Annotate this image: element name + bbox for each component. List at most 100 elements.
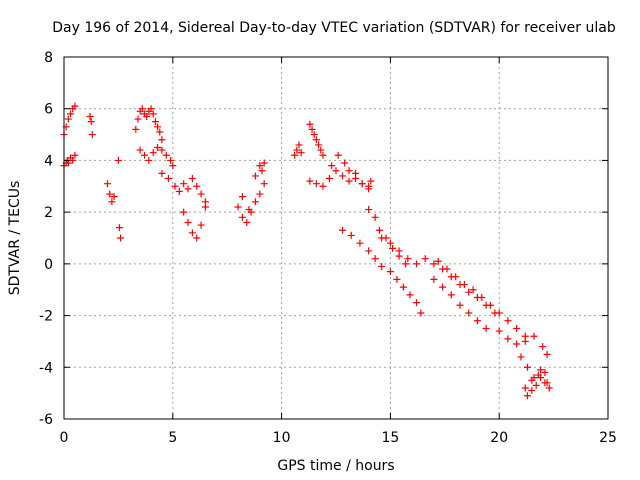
data-point (417, 309, 425, 317)
y-tick-label: -2 (39, 309, 53, 325)
data-point (251, 198, 259, 206)
x-tick-label: 25 (599, 430, 617, 446)
data-point (386, 239, 394, 247)
data-point (478, 293, 486, 301)
data-point (371, 255, 379, 263)
data-point (386, 268, 394, 276)
data-point (378, 234, 386, 242)
data-point (136, 146, 144, 154)
data-point (528, 376, 536, 384)
data-point (395, 247, 403, 255)
data-point (104, 180, 112, 188)
data-point (404, 255, 412, 263)
data-point (134, 115, 142, 123)
data-point (201, 203, 209, 211)
data-point (434, 257, 442, 265)
data-point (69, 156, 77, 164)
data-point (541, 368, 549, 376)
data-point (149, 149, 157, 157)
data-point (523, 392, 531, 400)
ticks-layer: 0 5 10 15 20 25 -6 -4 -2 0 2 4 6 8 (39, 50, 617, 446)
data-point (543, 350, 551, 358)
data-point (421, 255, 429, 263)
data-point (67, 110, 75, 118)
data-point (258, 167, 266, 175)
data-point (443, 265, 451, 273)
data-point (413, 260, 421, 268)
x-tick-label: 5 (168, 430, 177, 446)
data-point (504, 335, 512, 343)
data-point (256, 190, 264, 198)
data-point (64, 115, 72, 123)
data-point (110, 193, 118, 201)
data-point (319, 182, 327, 190)
data-point (439, 283, 447, 291)
data-point (306, 120, 314, 128)
data-point (260, 159, 268, 167)
data-point (117, 234, 125, 242)
data-point (504, 317, 512, 325)
y-tick-label: -6 (39, 412, 53, 428)
data-point (238, 213, 246, 221)
data-point (188, 229, 196, 237)
grid-layer (64, 57, 608, 419)
data-point (169, 162, 177, 170)
data-point (371, 213, 379, 221)
data-point (513, 325, 521, 332)
data-point (517, 353, 525, 361)
x-tick-label: 0 (60, 430, 69, 446)
data-point (365, 185, 373, 193)
data-point (297, 149, 305, 157)
data-point (541, 379, 549, 387)
data-point (158, 136, 166, 144)
data-point (356, 239, 364, 247)
data-point (71, 102, 79, 110)
data-point (114, 156, 122, 164)
data-point (473, 317, 481, 325)
data-point (413, 299, 421, 307)
data-point (402, 260, 410, 268)
data-point (143, 112, 151, 120)
data-point (495, 327, 503, 335)
data-point (108, 198, 116, 206)
data-point (306, 177, 314, 185)
data-point (154, 144, 162, 151)
data-point (345, 177, 353, 185)
data-point (325, 175, 333, 183)
data-point (180, 208, 188, 216)
data-point (389, 244, 397, 252)
data-point (393, 275, 401, 283)
data-point (482, 325, 490, 332)
y-tick-label: 8 (44, 50, 53, 66)
data-point (158, 169, 166, 177)
data-point (406, 291, 414, 299)
data-point (197, 190, 205, 198)
data-point (378, 262, 386, 270)
data-point (167, 156, 175, 164)
data-point (147, 105, 155, 113)
data-point (545, 384, 553, 392)
data-point (532, 381, 540, 389)
data-point (521, 384, 529, 392)
data-point (115, 224, 123, 232)
data-point (138, 105, 146, 113)
x-axis-label: GPS time / hours (277, 458, 394, 474)
data-point (319, 151, 327, 159)
data-point (358, 180, 366, 188)
data-point (149, 110, 157, 118)
data-point (151, 118, 159, 126)
data-point (537, 374, 545, 382)
y-tick-label: -4 (39, 360, 53, 376)
data-point (465, 288, 473, 296)
data-point (145, 156, 153, 164)
data-point (365, 206, 373, 214)
data-point (339, 226, 347, 234)
data-point (184, 185, 192, 193)
data-point (332, 167, 340, 175)
data-point (164, 175, 172, 183)
data-point (367, 177, 375, 185)
data-point (312, 180, 320, 188)
x-tick-label: 20 (490, 430, 508, 446)
data-point (365, 247, 373, 255)
